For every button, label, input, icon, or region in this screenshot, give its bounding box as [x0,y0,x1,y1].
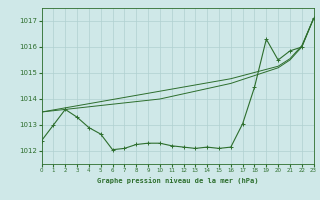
X-axis label: Graphe pression niveau de la mer (hPa): Graphe pression niveau de la mer (hPa) [97,177,258,184]
